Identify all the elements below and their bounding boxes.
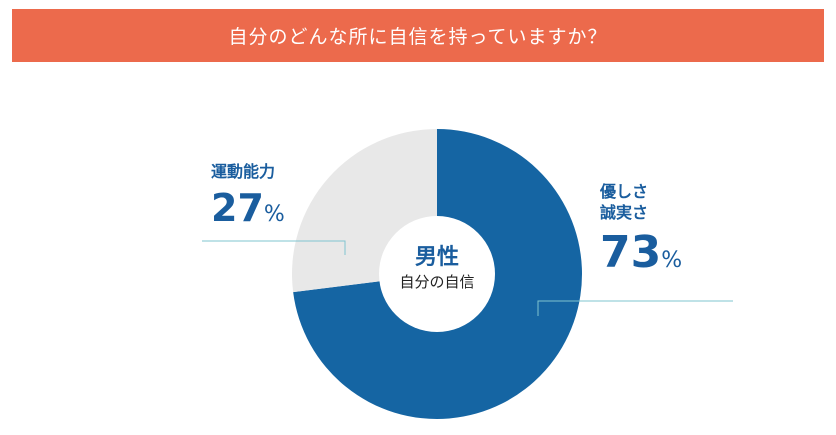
- leader-line-right: [537, 300, 733, 316]
- slice-value-right: 73%: [600, 231, 683, 281]
- chart-title-banner: 自分のどんな所に自信を持っていますか？: [12, 9, 824, 62]
- donut-hole: [379, 216, 495, 332]
- slice-percent-right: 73: [600, 227, 662, 278]
- percent-sign-left: %: [263, 202, 285, 227]
- percent-sign-right: %: [661, 248, 683, 273]
- slice-category-right-1: 優しさ: [600, 182, 649, 201]
- slice-category-right-2: 誠実さ: [600, 203, 649, 222]
- center-subtitle: 自分の自信: [399, 273, 475, 291]
- slice-label-left: 運動能力 27%: [211, 161, 285, 235]
- slice-percent-left: 27: [211, 186, 264, 230]
- slice-category-left: 運動能力: [211, 162, 276, 181]
- slice-label-right: 優しさ 誠実さ 73%: [600, 181, 682, 281]
- center-title: 男性: [414, 245, 459, 270]
- slice-value-left: 27%: [211, 188, 285, 235]
- chart-title: 自分のどんな所に自信を持っていますか？: [228, 26, 608, 48]
- leader-line-left: [202, 240, 346, 255]
- center-label: 男性 自分の自信: [380, 244, 494, 292]
